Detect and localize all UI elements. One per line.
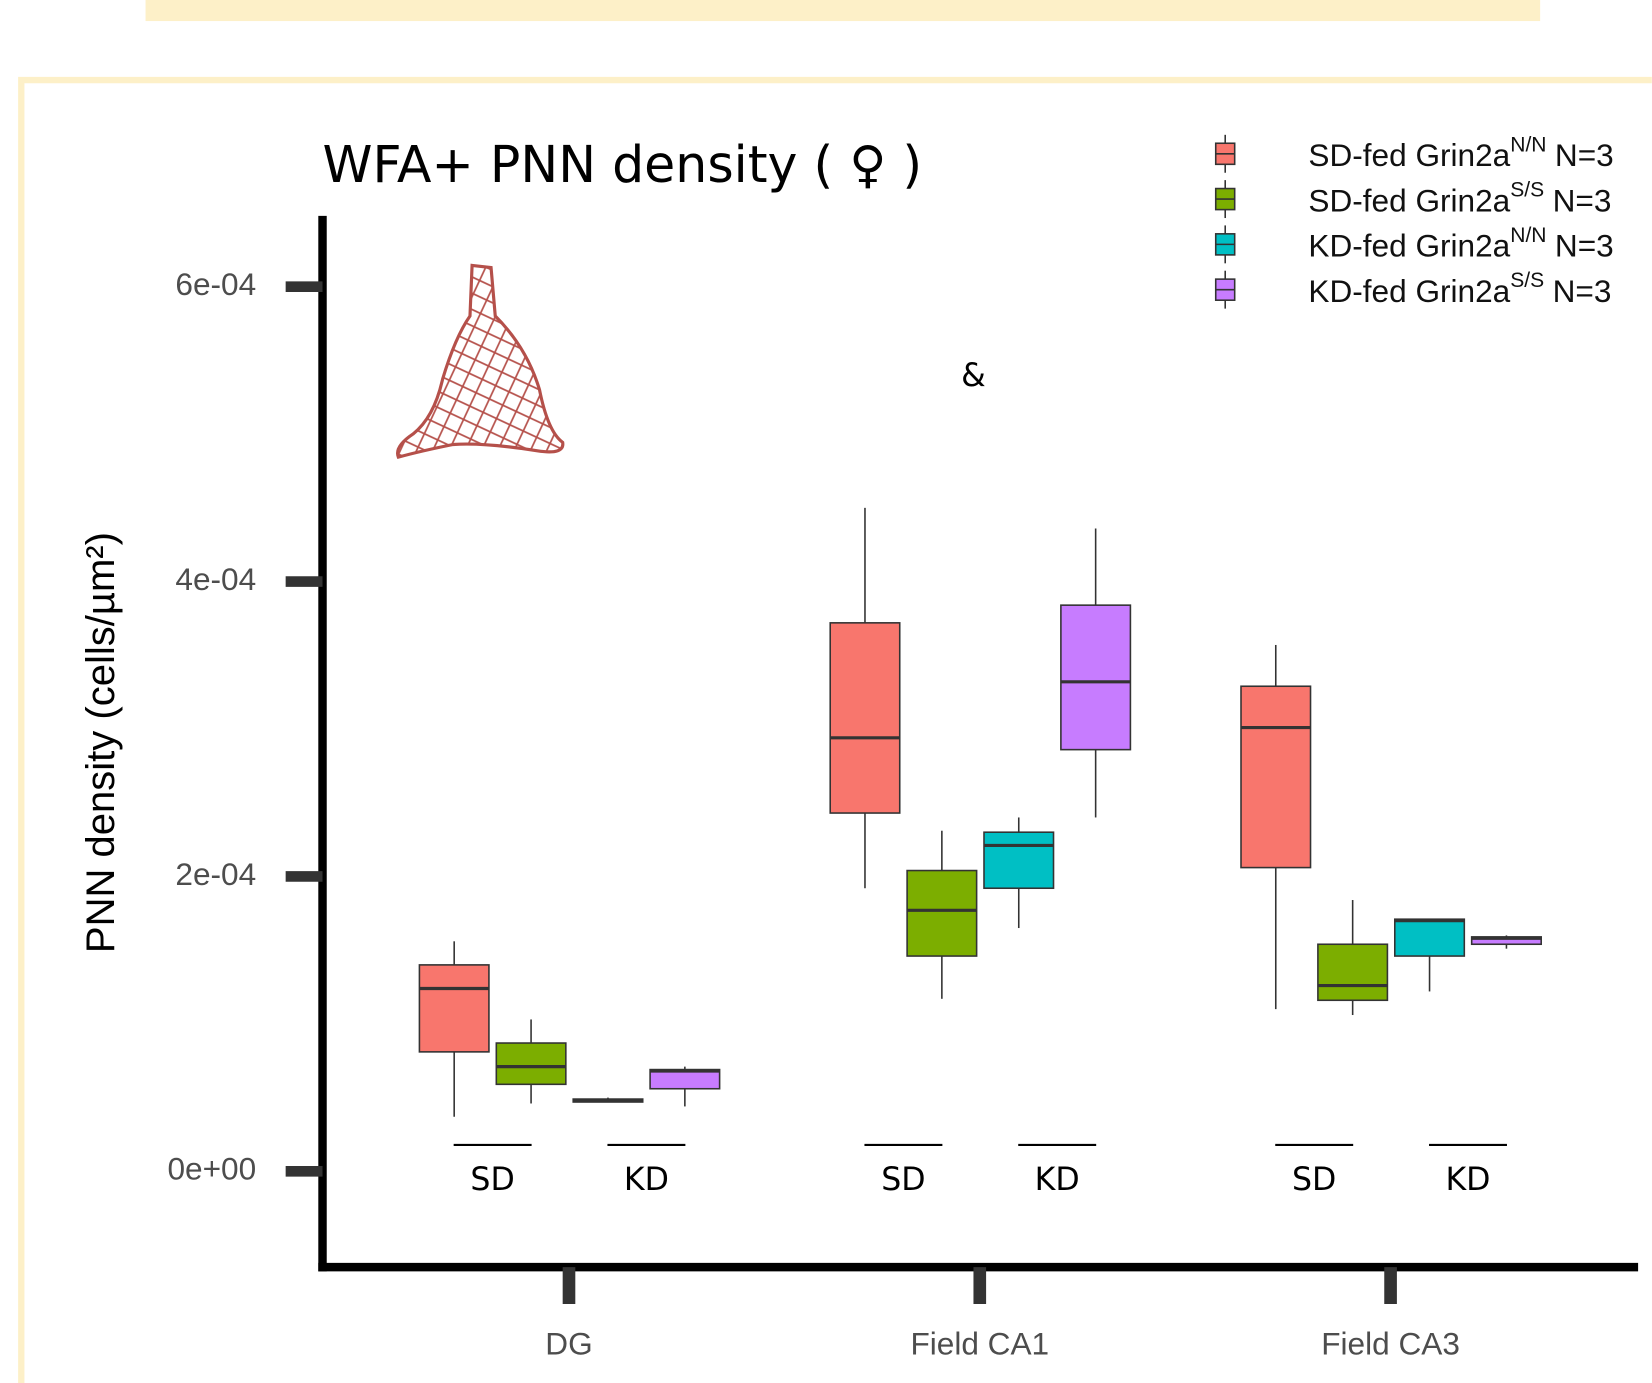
neuron-icon bbox=[396, 263, 565, 460]
box bbox=[495, 1042, 567, 1086]
box bbox=[906, 869, 978, 957]
x-tick-label: DG bbox=[545, 1325, 592, 1361]
diet-label: SD bbox=[1292, 1162, 1336, 1198]
legend-name: SD-fed Grin2a bbox=[1308, 183, 1510, 219]
x-tick-label: Field CA1 bbox=[910, 1325, 1049, 1361]
box bbox=[1240, 685, 1312, 869]
chart-title: WFA+ PNN density ( ♀ ) bbox=[323, 135, 923, 194]
legend-superscript: S/S bbox=[1510, 178, 1544, 201]
legend-superscript: N/N bbox=[1510, 224, 1546, 247]
box bbox=[1393, 918, 1466, 957]
legend-superscript: S/S bbox=[1510, 269, 1544, 292]
legend-label: KD-fed Grin2aS/S N=3 bbox=[1308, 269, 1611, 309]
y-axis-label: PNN density (cells/µm²) bbox=[79, 532, 123, 953]
x-tick-label: Field CA3 bbox=[1321, 1325, 1460, 1361]
diet-label: SD bbox=[881, 1162, 925, 1198]
box bbox=[829, 622, 901, 814]
diet-label: SD bbox=[470, 1162, 514, 1198]
banner bbox=[145, 0, 1541, 22]
legend-label: KD-fed Grin2aN/N N=3 bbox=[1308, 224, 1613, 264]
legend-name: KD-fed Grin2a bbox=[1308, 228, 1510, 264]
legend-label: SD-fed Grin2aN/N N=3 bbox=[1308, 133, 1613, 173]
panel-border bbox=[18, 76, 1652, 1383]
diet-label: KD bbox=[1445, 1162, 1490, 1198]
box bbox=[1060, 604, 1132, 751]
legend-label: SD-fed Grin2aS/S N=3 bbox=[1308, 178, 1611, 218]
legend-n: N=3 bbox=[1555, 137, 1614, 173]
box bbox=[418, 964, 490, 1053]
diet-label: KD bbox=[624, 1162, 669, 1198]
box bbox=[1317, 943, 1389, 1002]
diet-label: KD bbox=[1035, 1162, 1080, 1198]
y-tick-label: 2e-04 bbox=[175, 856, 256, 892]
legend-n: N=3 bbox=[1553, 273, 1612, 309]
legend-n: N=3 bbox=[1555, 228, 1614, 264]
y-tick-label: 4e-04 bbox=[175, 561, 256, 597]
legend-n: N=3 bbox=[1553, 183, 1612, 219]
y-tick-label: 6e-04 bbox=[175, 266, 256, 302]
annotation: & bbox=[961, 358, 986, 394]
legend-name: KD-fed Grin2a bbox=[1308, 273, 1510, 309]
y-tick-label: 0e+00 bbox=[167, 1151, 256, 1187]
box bbox=[983, 831, 1055, 890]
legend-name: SD-fed Grin2a bbox=[1308, 137, 1510, 173]
legend-superscript: N/N bbox=[1510, 133, 1546, 156]
